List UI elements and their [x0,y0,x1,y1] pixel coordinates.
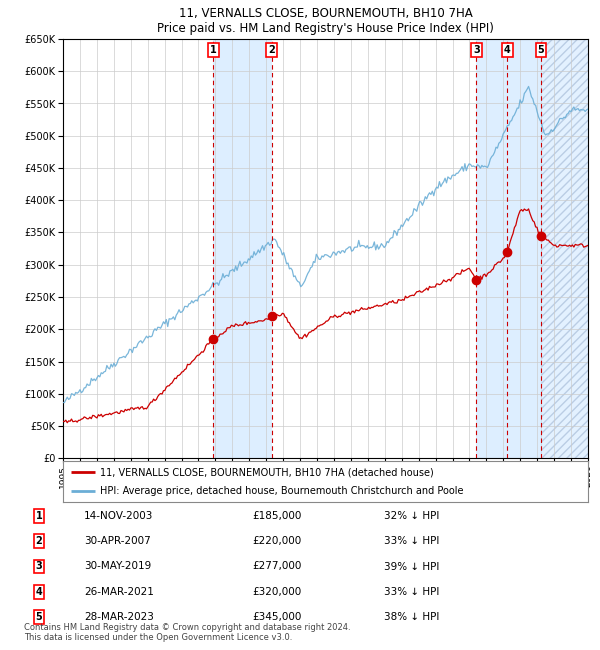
Text: £220,000: £220,000 [252,536,301,546]
Text: 2: 2 [35,536,43,546]
Text: 33% ↓ HPI: 33% ↓ HPI [384,587,439,597]
Text: 32% ↓ HPI: 32% ↓ HPI [384,511,439,521]
Text: 4: 4 [504,46,511,55]
Text: 28-MAR-2023: 28-MAR-2023 [84,612,154,622]
Text: 39% ↓ HPI: 39% ↓ HPI [384,562,439,571]
Bar [213,39,272,458]
Bar [541,39,588,458]
Text: 1: 1 [35,511,43,521]
Text: 5: 5 [538,46,544,55]
Text: 14-NOV-2003: 14-NOV-2003 [84,511,154,521]
Text: 26-MAR-2021: 26-MAR-2021 [84,587,154,597]
Text: £277,000: £277,000 [252,562,301,571]
Text: 11, VERNALLS CLOSE, BOURNEMOUTH, BH10 7HA (detached house): 11, VERNALLS CLOSE, BOURNEMOUTH, BH10 7H… [100,467,433,477]
Text: 4: 4 [35,587,43,597]
Text: 33% ↓ HPI: 33% ↓ HPI [384,536,439,546]
Text: £185,000: £185,000 [252,511,301,521]
Title: 11, VERNALLS CLOSE, BOURNEMOUTH, BH10 7HA
Price paid vs. HM Land Registry's Hous: 11, VERNALLS CLOSE, BOURNEMOUTH, BH10 7H… [157,7,494,35]
Text: HPI: Average price, detached house, Bournemouth Christchurch and Poole: HPI: Average price, detached house, Bour… [100,486,463,496]
Text: 30-MAY-2019: 30-MAY-2019 [84,562,151,571]
Text: 1: 1 [210,46,217,55]
Text: £320,000: £320,000 [252,587,301,597]
Text: £345,000: £345,000 [252,612,301,622]
Text: 2: 2 [268,46,275,55]
Text: Contains HM Land Registry data © Crown copyright and database right 2024.
This d: Contains HM Land Registry data © Crown c… [24,623,350,642]
Text: 3: 3 [473,46,480,55]
Text: 38% ↓ HPI: 38% ↓ HPI [384,612,439,622]
Bar [476,39,541,458]
Text: 30-APR-2007: 30-APR-2007 [84,536,151,546]
Text: 3: 3 [35,562,43,571]
Text: 5: 5 [35,612,43,622]
